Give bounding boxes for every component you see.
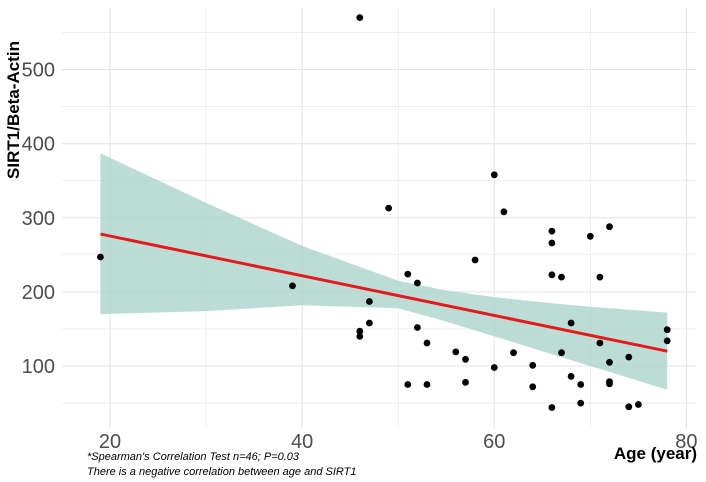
data-point — [490, 171, 498, 179]
data-point — [567, 373, 575, 380]
data-point — [385, 204, 392, 212]
data-points — [97, 14, 671, 411]
regression-line — [100, 232, 668, 353]
data-point — [490, 364, 498, 371]
data-point — [404, 381, 412, 388]
data-point — [462, 355, 469, 363]
test-note: *Spearman's Correlation Test n=46; P=0.0… — [87, 451, 300, 463]
data-point — [625, 353, 633, 361]
data-point — [356, 14, 364, 21]
x-axis-label: Age (year) — [614, 444, 697, 463]
data-point — [635, 401, 642, 408]
x-tick-label: 80 — [675, 431, 697, 453]
data-point — [404, 270, 412, 278]
data-point — [596, 273, 604, 281]
data-point — [471, 256, 479, 264]
data-point — [500, 208, 508, 216]
y-tick-label: 300 — [22, 208, 55, 230]
data-point — [548, 239, 556, 247]
data-point — [663, 337, 671, 345]
data-point — [423, 339, 431, 347]
data-point — [606, 223, 613, 231]
data-point — [414, 324, 421, 331]
data-point — [366, 319, 373, 327]
data-point — [462, 378, 469, 386]
data-point — [663, 326, 671, 334]
y-tick-label: 100 — [22, 356, 55, 378]
y-tick-label: 200 — [22, 282, 55, 304]
y-axis-label: SIRT1/Beta-Actin — [4, 41, 23, 179]
data-point — [366, 298, 373, 305]
data-point — [606, 358, 613, 366]
y-tick-label: 400 — [22, 134, 55, 156]
data-point — [452, 348, 460, 356]
data-point — [586, 232, 594, 240]
data-point — [596, 339, 604, 347]
data-point — [529, 361, 537, 369]
x-tick-label: 40 — [291, 431, 313, 453]
data-point — [356, 333, 364, 340]
data-point — [414, 279, 421, 287]
data-point — [577, 399, 585, 407]
data-point — [625, 403, 633, 411]
x-tick-label: 20 — [99, 431, 121, 453]
data-point — [510, 349, 517, 357]
data-point — [423, 381, 431, 388]
data-point — [567, 319, 575, 327]
conclusion-note: There is a negative correlation between … — [87, 466, 357, 478]
data-point — [558, 273, 565, 281]
data-point — [548, 404, 556, 411]
data-point — [577, 381, 585, 388]
y-tick-label: 500 — [22, 60, 55, 82]
data-point — [529, 383, 537, 391]
data-point — [289, 282, 296, 290]
data-point — [356, 327, 364, 335]
data-point — [548, 271, 556, 279]
data-point — [606, 380, 613, 388]
y-tick-labels: 100 200 300 400 500 — [22, 60, 55, 378]
x-tick-labels: 20 40 60 80 — [99, 431, 698, 453]
data-point — [548, 227, 556, 235]
confidence-band — [100, 153, 668, 390]
x-tick-label: 60 — [483, 431, 505, 453]
data-point — [558, 349, 565, 357]
data-point — [97, 253, 104, 261]
